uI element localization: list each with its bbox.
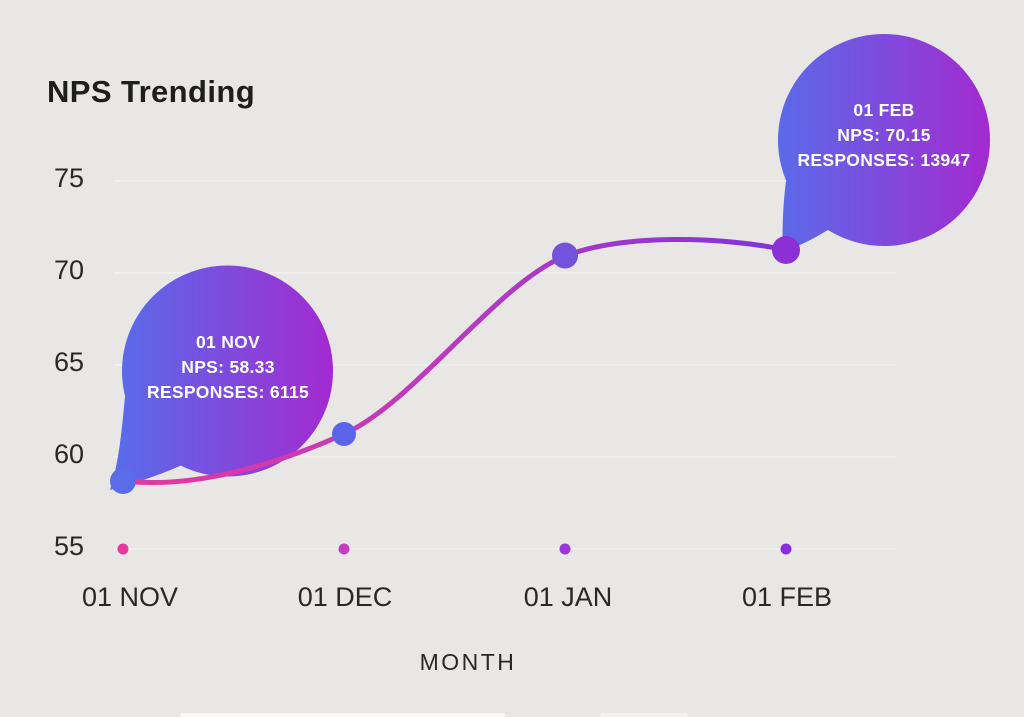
data-point-01-dec[interactable] — [332, 422, 356, 446]
x-axis-tick-label-01-jan: 01 JAN — [523, 582, 613, 612]
tooltip-bubble-body — [122, 265, 333, 477]
data-point-01-nov[interactable] — [110, 468, 136, 494]
tooltip-date: 01 FEB — [853, 100, 915, 120]
axis-dot-01-dec — [338, 543, 350, 555]
x-axis-tick-label-01-nov: 01 NOV — [81, 582, 179, 612]
y-axis-tick-label-60: 60 — [53, 439, 84, 469]
tooltip-nps: NPS: 58.33 — [181, 357, 275, 377]
tooltip-bubble-body — [778, 34, 990, 246]
axis-dot-01-feb — [780, 543, 792, 555]
axis-dot-01-jan — [559, 543, 571, 555]
cutoff-element-sliver — [180, 713, 505, 717]
tooltip-text-01-nov: 01 NOV NPS: 58.33 RESPONSES: 6115 — [108, 330, 348, 405]
y-axis-tick-label-65: 65 — [53, 347, 84, 377]
x-axis-tick-label-01-feb: 01 FEB — [741, 582, 833, 612]
x-axis-tick-dots — [117, 543, 792, 555]
tooltip-responses: RESPONSES: 13947 — [797, 150, 971, 170]
data-point-01-feb[interactable] — [772, 236, 800, 264]
y-axis-tick-label-55: 55 — [53, 531, 84, 561]
tooltip-bubble-tail — [110, 396, 196, 490]
tooltip-bubble-01-nov — [110, 265, 333, 490]
chart-title: NPS Trending — [47, 74, 256, 109]
x-axis-tick-label-01-dec: 01 DEC — [297, 582, 393, 612]
x-axis-title: MONTH — [419, 649, 517, 675]
y-axis-tick-label-75: 75 — [53, 163, 84, 193]
y-axis-tick-label-70: 70 — [53, 255, 84, 285]
tooltip-text-01-feb: 01 FEB NPS: 70.15 RESPONSES: 13947 — [764, 98, 1004, 173]
cutoff-element-sliver — [600, 713, 688, 717]
nps-line — [120, 237, 789, 486]
data-point-markers — [110, 236, 800, 494]
tooltip-date: 01 NOV — [195, 332, 261, 352]
tooltip-bubble-tail — [782, 181, 846, 252]
tooltip-bubble-01-feb — [778, 34, 990, 252]
axis-dot-01-nov — [117, 543, 129, 555]
tooltip-responses: RESPONSES: 6115 — [146, 382, 310, 402]
data-point-01-jan[interactable] — [552, 242, 578, 269]
tooltip-nps: NPS: 70.15 — [837, 125, 931, 145]
